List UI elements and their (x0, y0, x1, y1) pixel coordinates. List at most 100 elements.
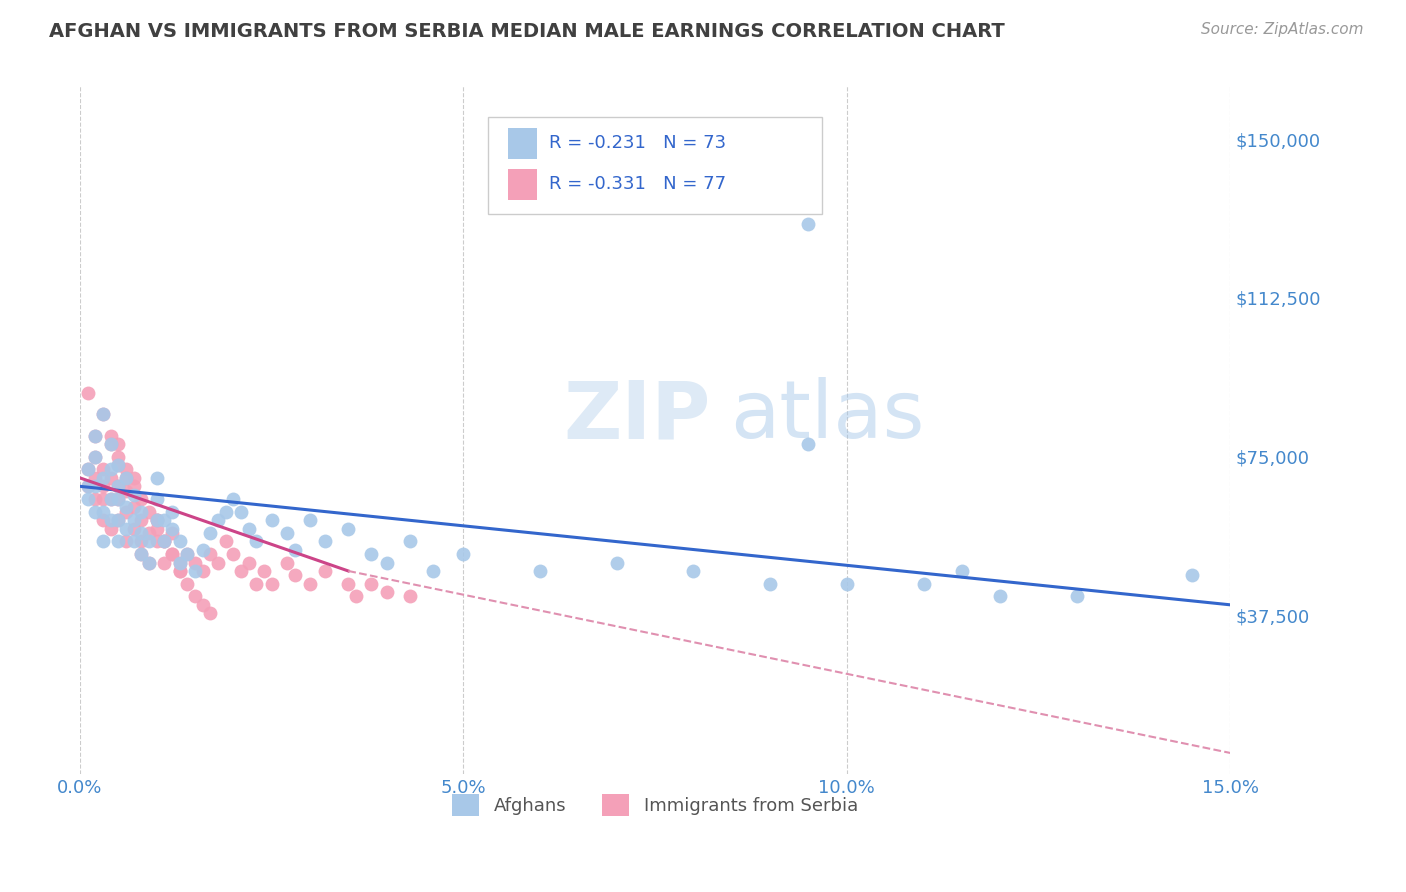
Point (337, 576, 360, 591)
Point (912, 576, 935, 591)
Point (169, 564, 191, 578)
Text: R = -0.231   N = 73: R = -0.231 N = 73 (550, 134, 727, 153)
Point (153, 556, 176, 570)
Point (314, 534, 336, 549)
Point (160, 525, 183, 540)
Point (122, 534, 145, 549)
Point (835, 576, 858, 591)
Point (115, 522, 138, 536)
Point (138, 534, 160, 549)
Point (129, 534, 152, 549)
Point (91, 505, 114, 519)
Point (115, 483, 138, 498)
Point (107, 513, 129, 527)
Point (337, 522, 360, 536)
Point (84, 450, 107, 464)
Point (122, 471, 145, 485)
Point (950, 564, 973, 578)
Point (398, 534, 420, 549)
Point (153, 534, 176, 549)
Point (145, 513, 167, 527)
Text: AFGHAN VS IMMIGRANTS FROM SERBIA MEDIAN MALE EARNINGS CORRELATION CHART: AFGHAN VS IMMIGRANTS FROM SERBIA MEDIAN … (49, 22, 1005, 41)
FancyBboxPatch shape (508, 128, 537, 159)
Point (91, 491, 114, 506)
Point (107, 437, 129, 451)
Point (253, 564, 276, 578)
Point (314, 564, 336, 578)
Point (176, 547, 198, 561)
Point (184, 556, 207, 570)
Point (284, 568, 307, 582)
Point (107, 513, 129, 527)
Point (91, 513, 114, 527)
Point (138, 505, 160, 519)
Point (100, 471, 122, 485)
Point (122, 513, 145, 527)
Point (284, 542, 307, 557)
Point (76, 479, 98, 493)
Text: ZIP: ZIP (562, 377, 710, 456)
Point (229, 564, 252, 578)
Point (129, 513, 152, 527)
Point (129, 505, 152, 519)
Point (207, 513, 229, 527)
Point (100, 513, 122, 527)
Point (797, 217, 820, 231)
Point (1181, 568, 1204, 582)
Point (207, 556, 229, 570)
Point (84, 428, 107, 442)
Point (360, 576, 382, 591)
Point (276, 556, 298, 570)
Point (797, 437, 820, 451)
Point (191, 564, 214, 578)
Point (344, 590, 367, 604)
Point (453, 547, 475, 561)
Point (145, 534, 167, 549)
Point (245, 576, 267, 591)
Point (145, 513, 167, 527)
Point (91, 462, 114, 476)
Point (200, 547, 222, 561)
Point (145, 491, 167, 506)
Point (606, 556, 628, 570)
Point (153, 534, 176, 549)
Point (138, 556, 160, 570)
Point (260, 513, 283, 527)
Point (91, 408, 114, 422)
Point (222, 491, 245, 506)
Point (375, 585, 398, 599)
Point (100, 437, 122, 451)
Point (160, 547, 183, 561)
Point (129, 547, 152, 561)
Point (988, 590, 1011, 604)
Point (169, 534, 191, 549)
Point (100, 491, 122, 506)
Point (160, 547, 183, 561)
Point (176, 576, 198, 591)
Point (138, 556, 160, 570)
Point (153, 513, 176, 527)
Point (91, 408, 114, 422)
Point (129, 525, 152, 540)
Point (115, 534, 138, 549)
Point (84, 428, 107, 442)
Point (115, 505, 138, 519)
Point (76, 462, 98, 476)
Point (122, 479, 145, 493)
Point (122, 500, 145, 515)
FancyBboxPatch shape (488, 118, 823, 213)
Point (398, 590, 420, 604)
Point (107, 534, 129, 549)
Point (107, 491, 129, 506)
Point (145, 471, 167, 485)
Point (129, 547, 152, 561)
Point (115, 471, 138, 485)
Point (91, 471, 114, 485)
Point (200, 607, 222, 621)
Point (107, 479, 129, 493)
Point (107, 479, 129, 493)
Point (191, 542, 214, 557)
Point (122, 522, 145, 536)
Point (100, 437, 122, 451)
Point (191, 598, 214, 612)
